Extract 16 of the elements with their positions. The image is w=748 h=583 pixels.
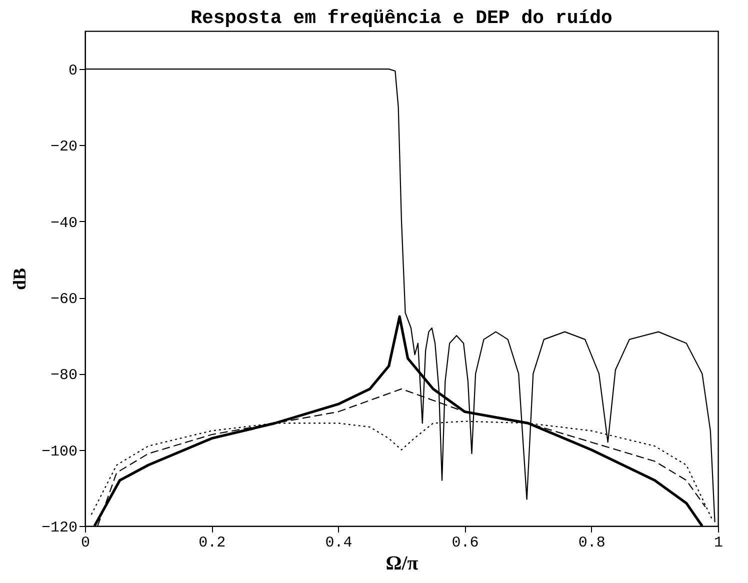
chart-title: Resposta em freqüência e DEP do ruído: [190, 7, 612, 29]
y-tick-label: −120: [41, 520, 78, 536]
y-tick-label: −80: [50, 367, 78, 384]
y-tick-label: −40: [50, 214, 78, 232]
y-tick-label: 0: [68, 62, 78, 80]
x-tick-label: 0.8: [578, 534, 606, 552]
x-tick-label: 0: [80, 534, 90, 552]
x-tick-label: 1: [714, 534, 724, 552]
x-axis-title: Ω/π: [386, 552, 418, 574]
x-tick-label: 0.4: [325, 534, 352, 552]
y-tick-label: −20: [50, 138, 78, 156]
x-tick-label: 0.6: [452, 534, 479, 552]
y-axis-title: dB: [9, 268, 30, 290]
x-tick-label: 0.2: [198, 534, 226, 552]
y-tick-label: −60: [50, 291, 78, 308]
y-tick-label: −100: [41, 443, 78, 460]
